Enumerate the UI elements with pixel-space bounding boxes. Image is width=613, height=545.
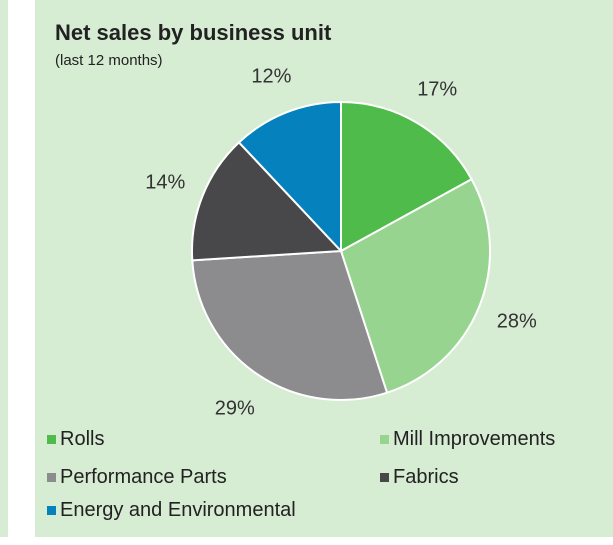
legend-swatch-mill-improvements xyxy=(380,435,389,444)
legend-item-performance-parts: Performance Parts xyxy=(47,466,227,489)
legend-swatch-energy-and-environmental xyxy=(47,506,56,515)
pie-label-energy-and-environmental: 12% xyxy=(251,65,291,87)
legend-item-mill-improvements: Mill Improvements xyxy=(380,428,555,451)
chart-title: Net sales by business unit xyxy=(55,20,332,45)
pie-slice-rolls xyxy=(340,100,473,253)
legend-item-fabrics: Fabrics xyxy=(380,466,459,489)
legend-swatch-performance-parts xyxy=(47,473,56,482)
pie-chart: 17% 28% 29% 14% 12% xyxy=(145,65,537,419)
legend-label-mill-improvements: Mill Improvements xyxy=(393,428,556,450)
chart-subtitle: (last 12 months) xyxy=(55,52,163,69)
legend-label-fabrics: Fabrics xyxy=(393,466,459,488)
pie-label-rolls: 17% xyxy=(417,78,457,100)
chart-panel: Net sales by business unit (last 12 mont… xyxy=(35,0,613,537)
pie-label-fabrics: 14% xyxy=(145,171,185,193)
left-panel-strip xyxy=(0,0,8,537)
legend-label-performance-parts: Performance Parts xyxy=(60,466,227,488)
legend-label-energy-and-environmental: Energy and Environmental xyxy=(60,499,296,521)
pie-slice-energy-and-environmental xyxy=(237,100,342,254)
pie-label-mill-improvements: 28% xyxy=(497,311,537,333)
legend-item-energy-and-environmental: Energy and Environmental xyxy=(47,499,296,522)
legend-swatch-rolls xyxy=(47,435,56,444)
pie-slice-performance-parts xyxy=(191,249,389,401)
legend-label-rolls: Rolls xyxy=(60,428,105,450)
pie-label-performance-parts: 29% xyxy=(215,397,255,419)
pie-slice-fabrics xyxy=(191,140,344,262)
legend-item-rolls: Rolls xyxy=(47,428,104,451)
pie-slice-mill-improvements xyxy=(339,177,491,394)
legend-swatch-fabrics xyxy=(380,473,389,482)
